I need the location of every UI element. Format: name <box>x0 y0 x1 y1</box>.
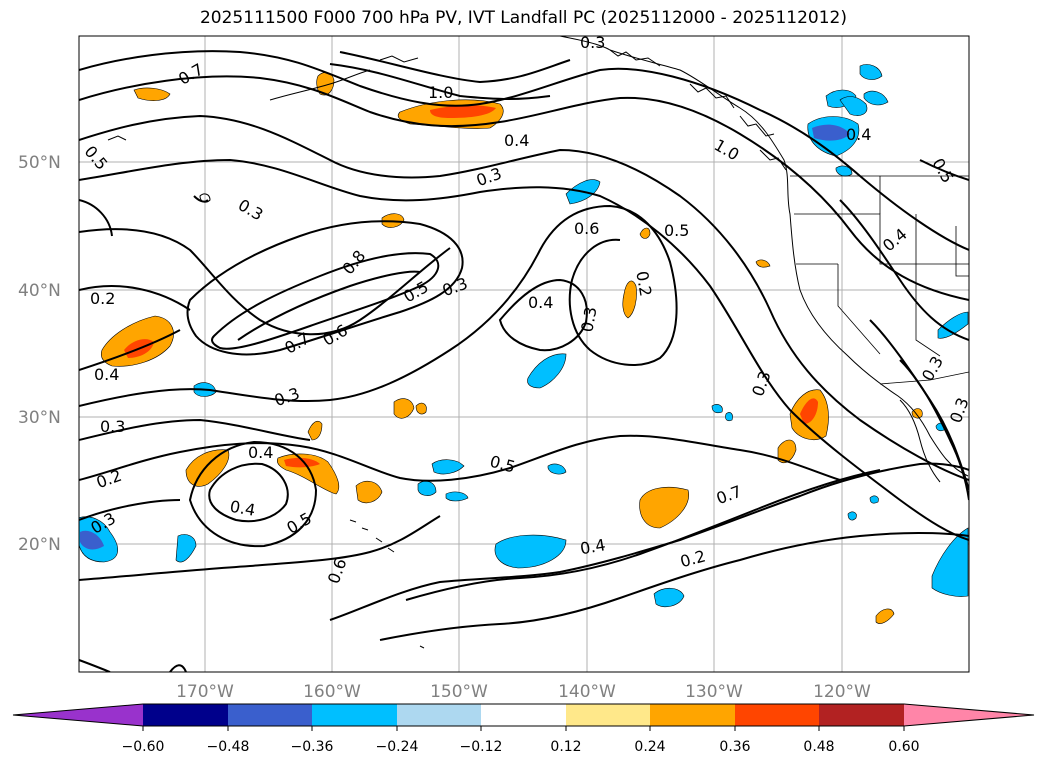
colorbar-tick-label: −0.24 <box>376 739 419 755</box>
colorbar-tick-label: −0.60 <box>122 739 165 755</box>
contour-label: 1.0 <box>428 83 453 102</box>
colorbar-tick-label: −0.12 <box>460 739 503 755</box>
contour-label: 0.4 <box>228 497 256 520</box>
lat-label-20n: 20°N <box>18 535 61 555</box>
colorbar-segment <box>143 704 228 726</box>
map-border <box>78 35 970 673</box>
colorbar-tick-label: 0.60 <box>888 739 919 755</box>
colorbar-segment <box>397 704 481 726</box>
lat-label-40n: 40°N <box>18 281 61 301</box>
colorbar-segment <box>312 704 397 726</box>
colorbar-tick-label: −0.48 <box>207 739 250 755</box>
contour-label: 0.2 <box>632 270 655 298</box>
contour-label: 0.4 <box>579 535 607 558</box>
contour-label: 0.6 <box>574 219 599 238</box>
colorbar-tick-label: 0.36 <box>719 739 750 755</box>
contour-label: 0.3 <box>580 33 605 52</box>
contour-label: 0.4 <box>528 293 553 312</box>
lon-label-160w: 160°W <box>303 682 361 702</box>
lat-label-30n: 30°N <box>18 408 61 428</box>
colorbar-segment <box>650 704 735 726</box>
colorbar-segment <box>819 704 904 726</box>
boundaries <box>790 175 969 385</box>
coastlines <box>107 36 969 649</box>
longitude-labels: 170°W 160°W 150°W 140°W 130°W 120°W <box>176 682 871 702</box>
lon-label-140w: 140°W <box>558 682 616 702</box>
colorbar-extend-left <box>13 704 143 726</box>
colorbar-tick-label: −0.36 <box>291 739 334 755</box>
contour-label: 0.4 <box>846 125 871 144</box>
map-title: 2025111500 F000 700 hPa PV, IVT Landfall… <box>199 8 847 28</box>
contour-label: 0.4 <box>504 131 529 150</box>
colorbar-segment <box>481 704 566 726</box>
colorbar-tick-label: 0.48 <box>803 739 834 755</box>
colorbar-segment <box>228 704 312 726</box>
lon-label-170w: 170°W <box>176 682 234 702</box>
contour-label: 0.5 <box>664 221 689 240</box>
pv-contours <box>79 50 969 672</box>
colorbar-segment <box>566 704 650 726</box>
lon-label-150w: 150°W <box>430 682 488 702</box>
contour-label: 0.4 <box>94 365 119 384</box>
lon-label-120w: 120°W <box>813 682 871 702</box>
latitude-labels: 50°N 40°N 30°N 20°N <box>18 153 61 555</box>
contour-label: 0.2 <box>90 289 115 308</box>
ivt-fill-patches <box>79 64 969 624</box>
colorbar-segment <box>735 704 819 726</box>
contour-label: 0.3 <box>577 305 600 333</box>
lat-label-50n: 50°N <box>18 153 61 173</box>
lon-label-130w: 130°W <box>685 682 743 702</box>
contour-label: 0.3 <box>100 417 125 436</box>
colorbar-extend-right <box>904 704 1034 726</box>
colorbar-tick-label: 0.24 <box>634 739 665 755</box>
colorbar-tick-label: 0.12 <box>550 739 581 755</box>
contour-label: 0.4 <box>248 443 273 462</box>
contour-label: 0.3 <box>946 395 973 425</box>
colorbar: −0.60 −0.48 −0.36 −0.24 −0.12 0.12 0.24 … <box>12 703 1035 755</box>
